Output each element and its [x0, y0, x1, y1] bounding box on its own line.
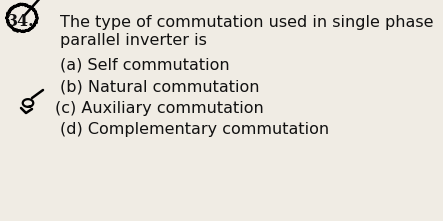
Text: 34.: 34. — [7, 13, 35, 29]
Text: (c) Auxiliary commutation: (c) Auxiliary commutation — [55, 101, 264, 116]
Text: (b) Natural commutation: (b) Natural commutation — [60, 80, 260, 95]
Text: The type of commutation used in single phase: The type of commutation used in single p… — [60, 15, 434, 30]
Text: parallel inverter is: parallel inverter is — [60, 33, 207, 48]
Text: (d) Complementary commutation: (d) Complementary commutation — [60, 122, 329, 137]
Text: (a) Self commutation: (a) Self commutation — [60, 58, 229, 73]
